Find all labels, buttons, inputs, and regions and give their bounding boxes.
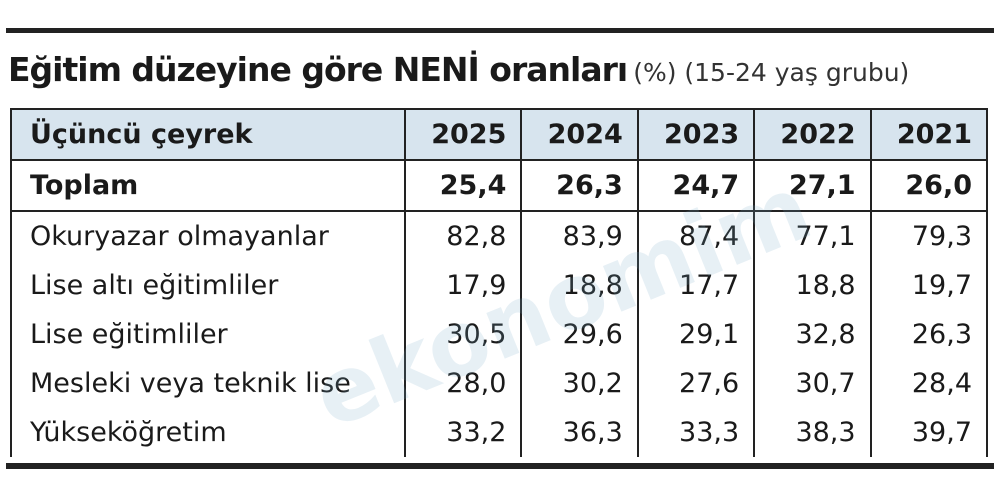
cell: 26,3 [869,310,989,359]
cell: 83,9 [520,211,638,261]
cell: 32,8 [753,310,871,359]
cell: 25,4 [403,160,522,212]
cell: 26,3 [520,160,638,212]
column-header: Üçüncü çeyrek [10,108,405,161]
title: Eğitim düzeyine göre NENİ oranları [8,50,628,89]
cell: 82,8 [403,211,522,261]
row-label: Yükseköğretim [10,408,405,457]
cell: 33,3 [636,408,755,457]
cell: 18,8 [753,261,871,310]
rule [6,28,994,33]
cell: 87,4 [636,211,755,261]
table-row: Lise eğitimliler 30,5 29,6 29,1 32,8 26,3 [10,310,989,359]
cell: 33,2 [403,408,522,457]
cell: 36,3 [520,408,638,457]
table-row: Yükseköğretim 33,2 36,3 33,3 38,3 39,7 [10,408,989,457]
cell: 18,8 [520,261,638,310]
row-label: Lise eğitimliler [10,310,405,359]
cell: 29,1 [636,310,755,359]
cell: 30,2 [520,359,638,408]
column-header: 2023 [636,108,755,161]
cell: 17,9 [403,261,522,310]
cell: 79,3 [869,211,989,261]
row-label: Lise altı eğitimliler [10,261,405,310]
column-header: 2021 [869,108,989,161]
cell: 38,3 [753,408,871,457]
cell: 27,1 [753,160,871,212]
row-label: Okuryazar olmayanlar [10,211,405,261]
table-row: Okuryazar olmayanlar 82,8 83,9 87,4 77,1 79,3 [10,211,989,261]
rule [6,463,994,469]
table-row: Lise altı eğitimliler 17,9 18,8 17,7 18,8 19,… [10,261,989,310]
cell: 30,5 [403,310,522,359]
header-row: Üçüncü çeyrek 2025 2024 2023 2022 2021 [10,108,989,161]
table-row: Toplam 25,4 26,3 24,7 27,1 26,0 [10,160,989,212]
table: Üçüncü çeyrek 2025 2024 2023 2022 2021 Toplam 2… [10,108,989,457]
cell: 19,7 [869,261,989,310]
row-label: Toplam [10,160,405,212]
row-label: Mesleki veya teknik lise [10,359,405,408]
cell: 29,6 [520,310,638,359]
column-header: 2024 [520,108,638,161]
header: Eğitim düzeyine göre NENİ oranları (%) (1… [8,50,909,89]
cell: 27,6 [636,359,755,408]
cell: 24,7 [636,160,755,212]
column-header: 2022 [753,108,871,161]
table-row: Mesleki veya teknik lise 28,0 30,2 27,6 30,7… [10,359,989,408]
cell: 26,0 [869,160,989,212]
cell: 28,0 [403,359,522,408]
cell: 28,4 [869,359,989,408]
cell: 39,7 [869,408,989,457]
cell: 30,7 [753,359,871,408]
cell: 77,1 [753,211,871,261]
cell: 17,7 [636,261,755,310]
column-header: 2025 [403,108,522,161]
subtitle: (%) (15-24 yaş grubu) [633,58,910,87]
